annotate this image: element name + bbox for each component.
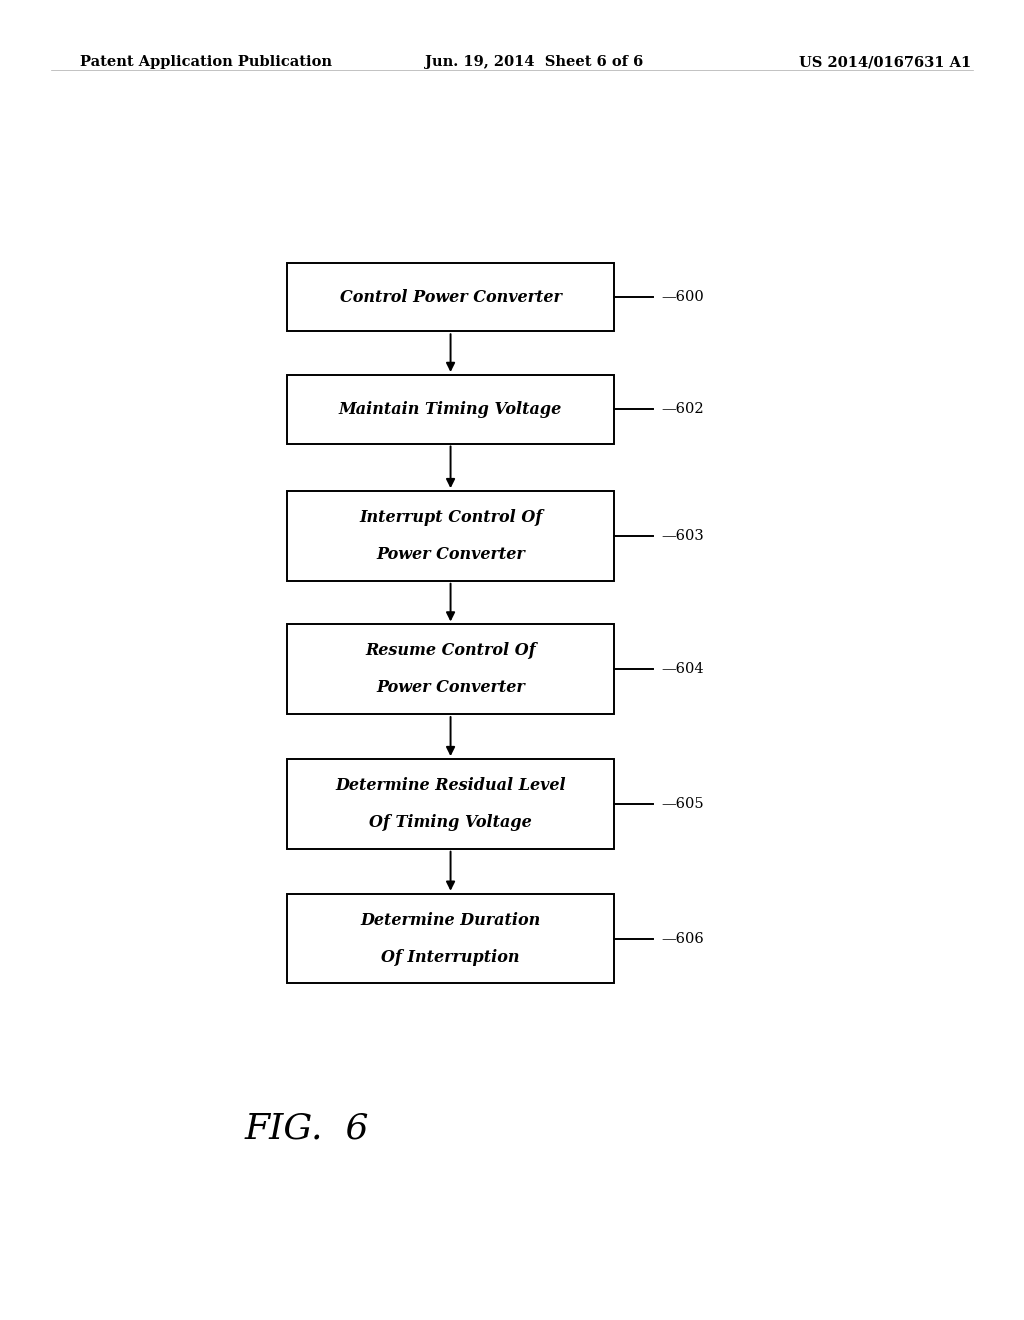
Text: —606: —606 (662, 932, 705, 945)
Bar (287, 491, 614, 581)
Text: —602: —602 (662, 403, 705, 416)
Text: —603: —603 (662, 529, 705, 543)
Text: Jun. 19, 2014  Sheet 6 of 6: Jun. 19, 2014 Sheet 6 of 6 (425, 55, 643, 70)
Text: Of Interruption: Of Interruption (381, 949, 520, 965)
Bar (287, 894, 614, 983)
Bar (287, 759, 614, 849)
Text: —605: —605 (662, 797, 705, 810)
Text: FIG.  6: FIG. 6 (245, 1111, 370, 1146)
Text: Resume Control Of: Resume Control Of (366, 643, 536, 659)
Text: —600: —600 (662, 290, 705, 304)
Text: Determine Residual Level: Determine Residual Level (335, 777, 566, 793)
Bar (287, 263, 614, 331)
Text: —604: —604 (662, 663, 705, 676)
Text: Interrupt Control Of: Interrupt Control Of (359, 510, 542, 525)
Text: Of Timing Voltage: Of Timing Voltage (370, 814, 531, 830)
Text: US 2014/0167631 A1: US 2014/0167631 A1 (799, 55, 971, 70)
Text: Maintain Timing Voltage: Maintain Timing Voltage (339, 401, 562, 417)
Text: Power Converter: Power Converter (376, 546, 525, 562)
Text: Determine Duration: Determine Duration (360, 912, 541, 928)
Bar (287, 624, 614, 714)
Text: Power Converter: Power Converter (376, 680, 525, 696)
Bar (287, 375, 614, 444)
Text: Patent Application Publication: Patent Application Publication (80, 55, 332, 70)
Text: Control Power Converter: Control Power Converter (340, 289, 561, 305)
